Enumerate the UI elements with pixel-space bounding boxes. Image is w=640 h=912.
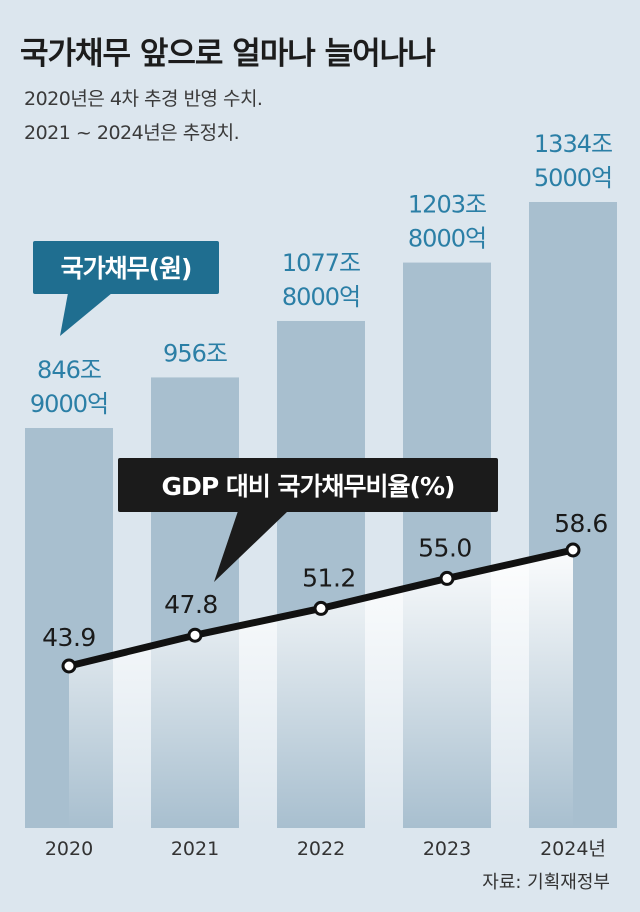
ratio-legend-box: [118, 458, 498, 512]
debt-legend-label: 국가채무(원): [61, 254, 192, 283]
subtitle-line-1: 2020년은 4차 추경 반영 수치.: [24, 88, 263, 110]
subtitle-line-2: 2021 ~ 2024년은 추정치.: [24, 122, 240, 144]
debt-label-2024년-line-2: 5000억: [534, 164, 612, 192]
ratio-point-2022: [313, 600, 329, 616]
ratio-label-2021: 47.8: [164, 590, 218, 619]
x-tick-2023: 2023: [423, 838, 471, 860]
ratio-label-2023: 55.0: [418, 533, 472, 562]
debt-legend-box: [33, 241, 219, 294]
ratio-legend-pointer: [214, 511, 288, 582]
debt-label-2023-line-1: 1203조: [408, 191, 486, 219]
ratio-label-2024년: 58.6: [554, 509, 608, 538]
debt-label-2020-line-1: 846조: [37, 356, 101, 384]
debt-label-2023-line-2: 8000억: [408, 225, 486, 253]
ratio-point-2020: [61, 658, 77, 674]
ratio-label-2020: 43.9: [42, 623, 96, 652]
x-tick-2020: 2020: [45, 838, 93, 860]
ratio-line-glow: [69, 550, 573, 828]
debt-label-2022-line-2: 8000억: [282, 283, 360, 311]
debt-label-2020-line-2: 9000억: [30, 390, 108, 418]
ratio-point-2024년: [565, 542, 581, 558]
debt-label-2024년-line-1: 1334조: [534, 130, 612, 158]
debt-label-2021: 956조: [163, 339, 227, 367]
debt-legend-pointer: [60, 293, 112, 336]
debt-label-2022-line-1: 1077조: [282, 249, 360, 277]
ratio-legend-label: GDP 대비 국가채무비율(%): [162, 472, 455, 501]
chart-title: 국가채무 앞으로 얼마나 늘어나나: [20, 36, 436, 72]
x-tick-2021: 2021: [171, 838, 219, 860]
ratio-point-2021: [187, 627, 203, 643]
ratio-point-2023: [439, 570, 455, 586]
ratio-label-2022: 51.2: [302, 563, 356, 592]
source-note: 자료: 기획재정부: [482, 872, 610, 893]
x-tick-2022: 2022: [297, 838, 345, 860]
x-tick-2024년: 2024년: [540, 838, 606, 860]
